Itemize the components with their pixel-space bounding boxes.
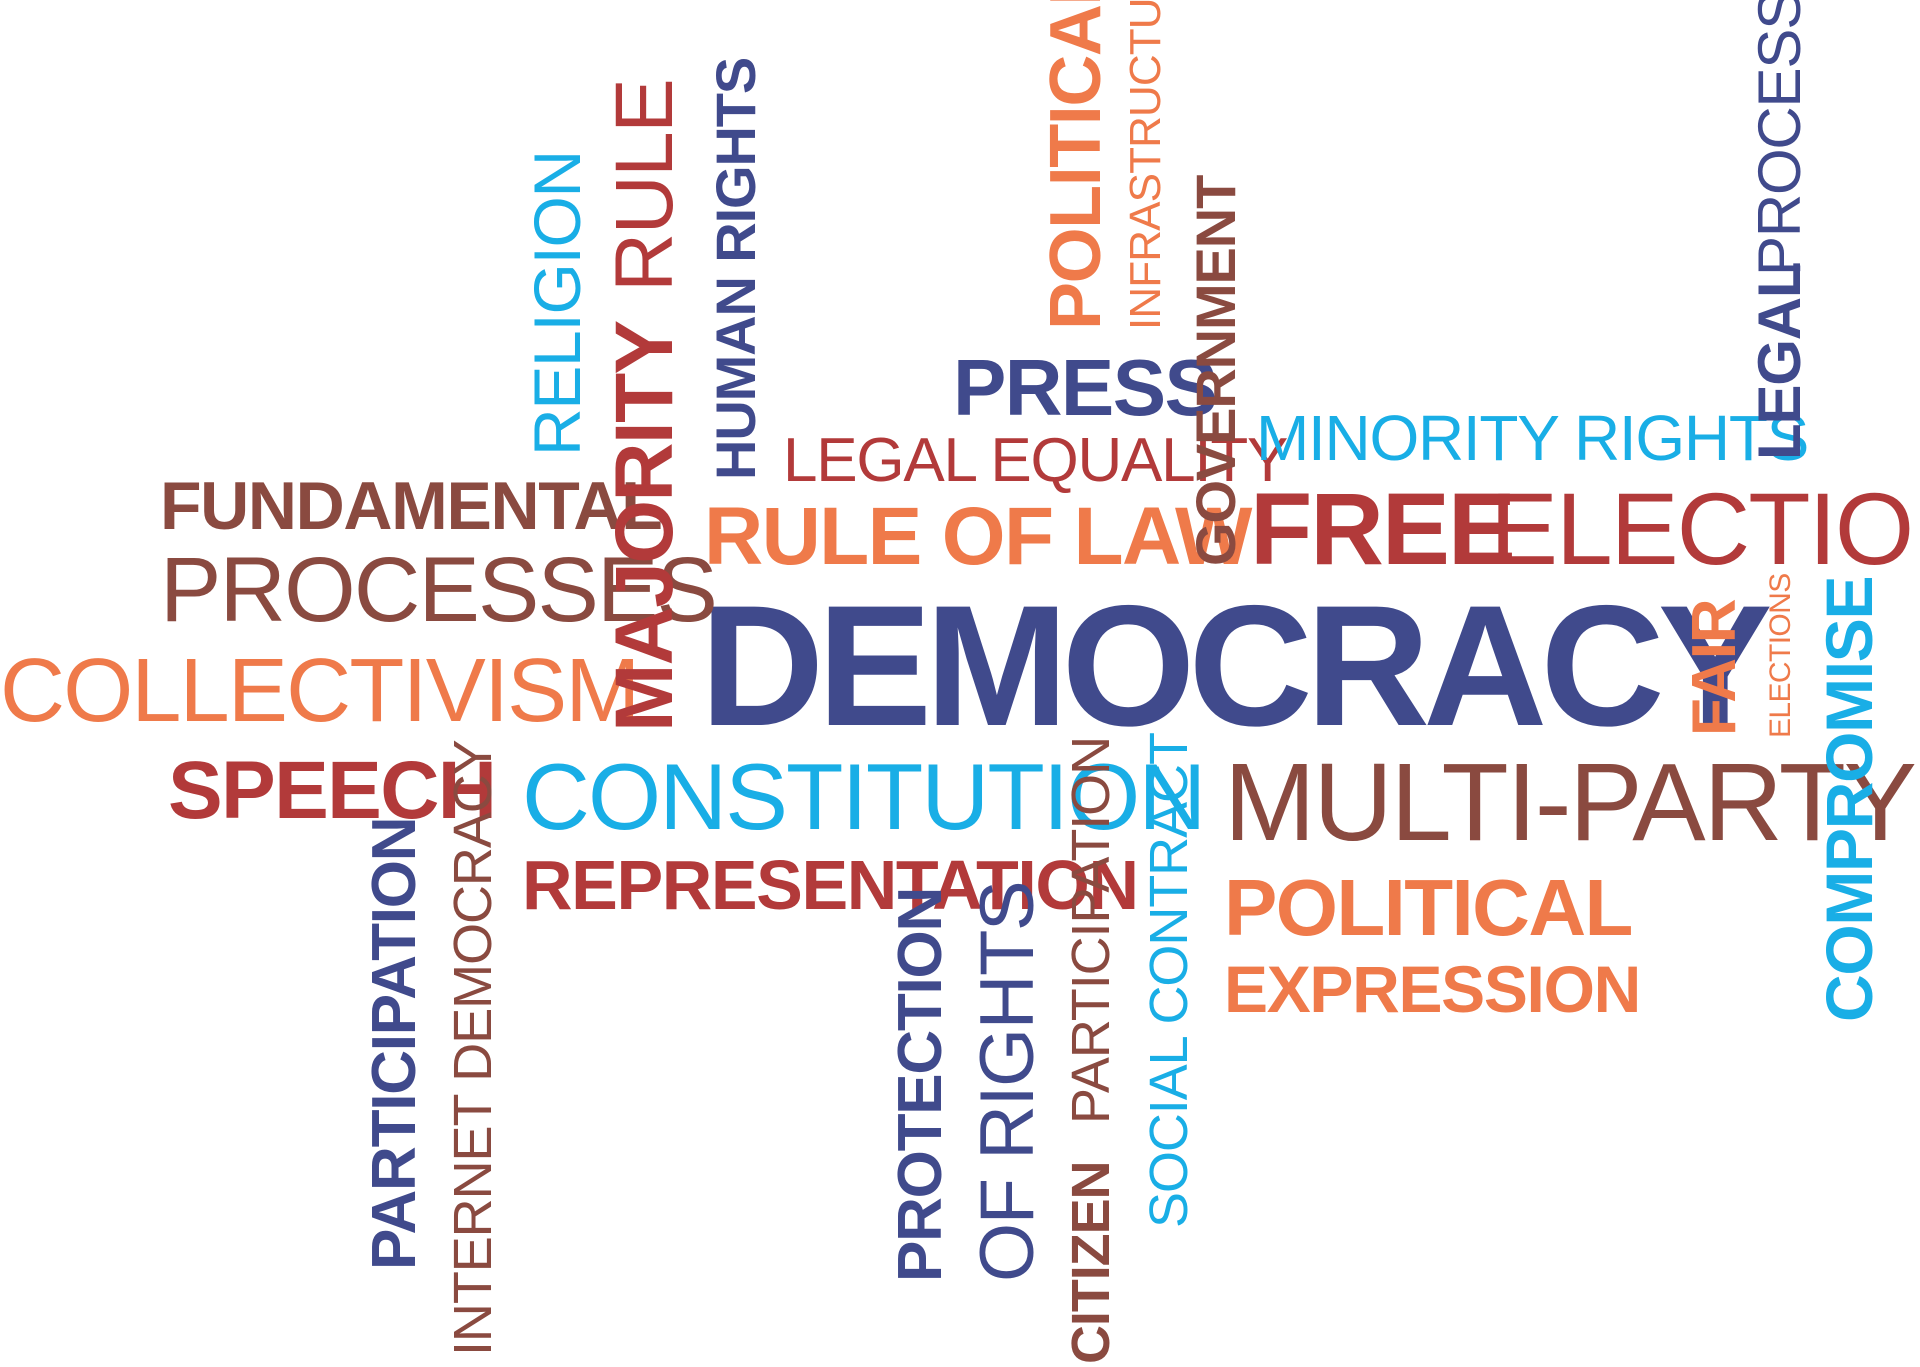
word-legal-equality: LEGAL EQUALITY — [783, 426, 1288, 495]
word-elections-small: ELECTIONS — [1764, 573, 1797, 738]
word-fundamental: FUNDAMENTAL — [160, 468, 663, 544]
word-participation-citizen: PARTICIPATION — [1061, 736, 1121, 1124]
word-rule-of-law: RULE OF LAW — [704, 491, 1252, 582]
word-social-contract: SOCIAL CONTRACT — [1139, 733, 1199, 1228]
word-elections: ELECTIONS — [1490, 472, 1920, 586]
word-press: PRESS — [953, 343, 1218, 432]
word-legal: LEGAL — [1746, 262, 1813, 460]
word-speech: SPEECH — [168, 745, 497, 836]
word-political-horizontal: POLITICAL — [1224, 863, 1633, 952]
word-citizen: CITIZEN — [1061, 1161, 1121, 1364]
word-majority: MAJORITY — [599, 321, 690, 732]
word-collectivism: COLLECTIVISM — [0, 641, 640, 741]
word-protection: PROTECTION — [886, 887, 955, 1282]
word-compromise: COMPROMISE — [1812, 576, 1886, 1022]
word-participation: PARTICIPATION — [360, 817, 429, 1270]
word-free: FREE — [1250, 472, 1516, 586]
word-human-rights: HUMAN RIGHTS — [704, 57, 767, 480]
word-expression: EXPRESSION — [1224, 952, 1641, 1026]
word-internet-democracy: INTERNET DEMOCRACY — [443, 740, 503, 1356]
word-political-vertical: POLITICAL — [1036, 0, 1116, 330]
word-representation: REPRESENTATION — [522, 846, 1139, 924]
word-religion: RELIGION — [520, 151, 594, 456]
word-rule: RULE — [599, 79, 690, 292]
word-of-rights: OF RIGHTS — [965, 881, 1050, 1282]
word-fair: FAIR — [1680, 599, 1749, 736]
word-government: GOVERNMENT — [1184, 175, 1247, 566]
word-process: PROCESS — [1746, 0, 1813, 276]
word-infrastructure: INFRASTRUCTURE — [1121, 0, 1170, 330]
word-democracy: DEMOCRACY — [700, 570, 1773, 762]
word-constitution: CONSTITUTION — [522, 744, 1206, 849]
word-multi-party: MULTI-PARTY — [1224, 741, 1917, 864]
word-processes: PROCESSES — [160, 539, 718, 641]
word-minority-rights: MINORITY RIGHTS — [1256, 402, 1809, 474]
